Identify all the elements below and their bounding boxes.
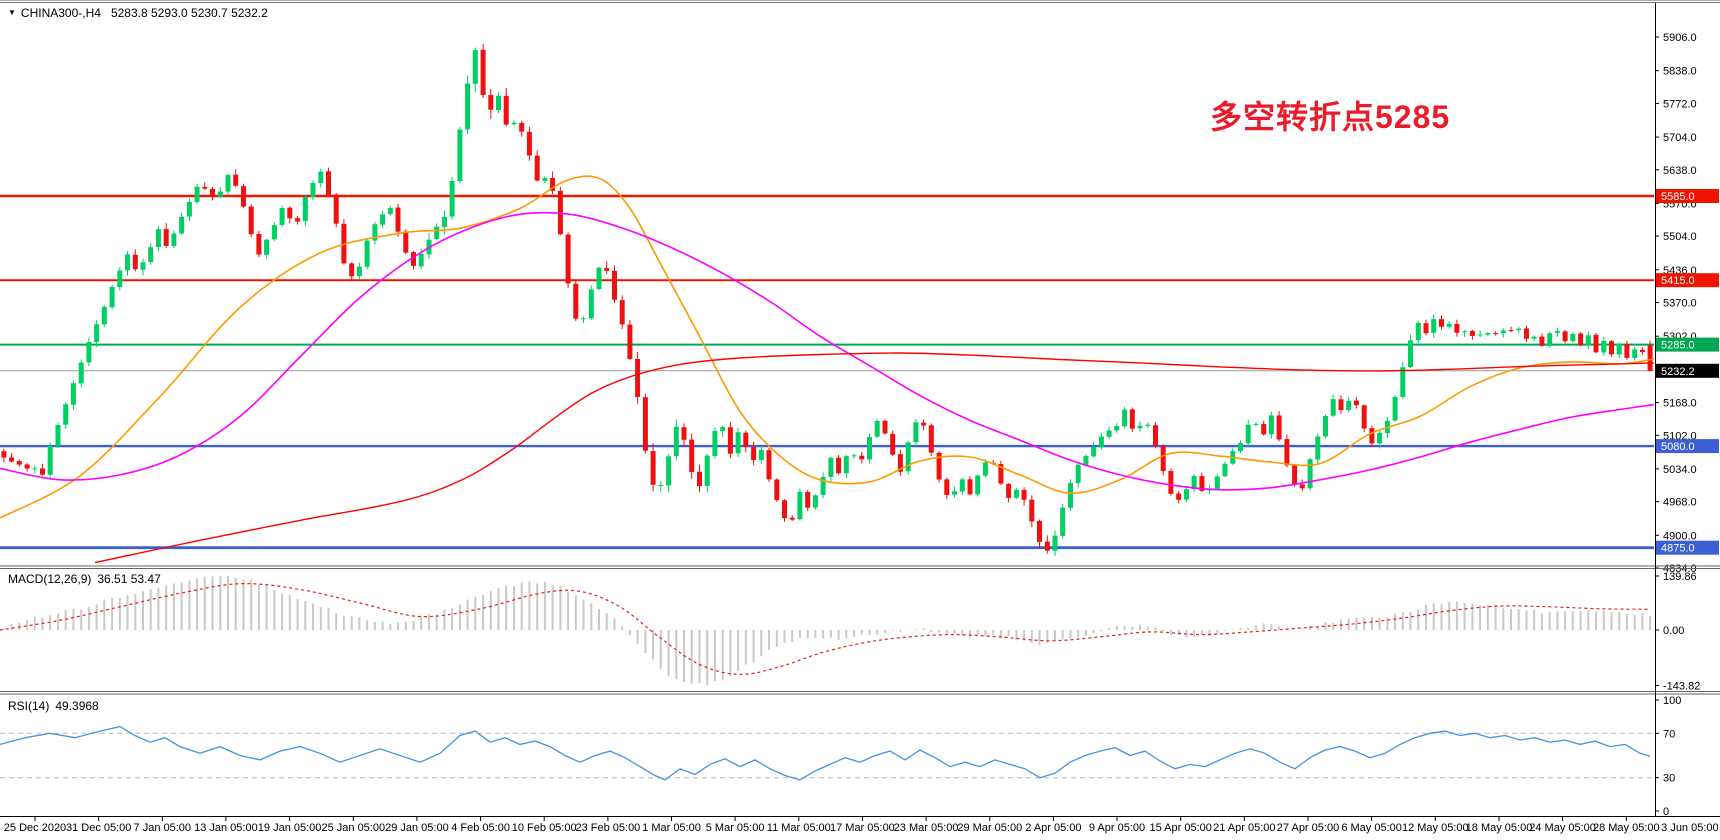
- svg-text:-143.82: -143.82: [1663, 681, 1700, 693]
- svg-text:5370.0: 5370.0: [1663, 298, 1697, 310]
- rsi-line: [0, 725, 1651, 781]
- svg-text:5638.0: 5638.0: [1663, 165, 1697, 177]
- svg-text:27 Apr 05:00: 27 Apr 05:00: [1277, 822, 1339, 834]
- svg-text:10 Feb 05:00: 10 Feb 05:00: [512, 822, 577, 834]
- svg-text:0.00: 0.00: [1663, 625, 1684, 637]
- symbol-header: ▼ CHINA300-,H4 5283.8 5293.0 5230.7 5232.2: [8, 6, 268, 20]
- svg-text:5838.0: 5838.0: [1663, 66, 1697, 78]
- price-tags: 5585.0 5415.0 5285.0 5080.0 4875.0 5232.2: [1656, 189, 1719, 555]
- ma-fast-orange: [0, 175, 1654, 519]
- symbol-name: CHINA300-,H4: [20, 6, 101, 20]
- svg-text:17 Mar 05:00: 17 Mar 05:00: [830, 822, 895, 834]
- svg-text:139.86: 139.86: [1663, 571, 1697, 583]
- svg-text:11 Mar 05:00: 11 Mar 05:00: [767, 822, 831, 834]
- svg-text:24 May 05:00: 24 May 05:00: [1529, 822, 1596, 834]
- svg-text:0: 0: [1663, 806, 1669, 818]
- svg-text:5504.0: 5504.0: [1663, 231, 1697, 243]
- svg-text:5906.0: 5906.0: [1663, 32, 1697, 44]
- macd-values: 36.51 53.47: [97, 572, 161, 586]
- rsi-value: 49.3968: [55, 699, 99, 713]
- svg-text:70: 70: [1663, 728, 1675, 740]
- ma-mid-magenta: [0, 211, 1654, 491]
- svg-text:5 Mar 05:00: 5 Mar 05:00: [706, 822, 765, 834]
- svg-text:100: 100: [1663, 695, 1681, 707]
- svg-text:25 Jan 05:00: 25 Jan 05:00: [321, 822, 385, 834]
- panel-borders: [0, 0, 1720, 817]
- main-panel: [0, 43, 1654, 564]
- macd-panel: [0, 575, 1652, 685]
- svg-text:5034.0: 5034.0: [1663, 464, 1697, 476]
- svg-text:5704.0: 5704.0: [1663, 132, 1697, 144]
- svg-text:7 Jan 05:00: 7 Jan 05:00: [134, 822, 192, 834]
- rsi-label: RSI(14): [8, 699, 50, 713]
- rsi-panel: [0, 725, 1654, 781]
- svg-text:12 May 05:00: 12 May 05:00: [1402, 822, 1469, 834]
- macd-header: MACD(12,26,9) 36.51 53.47: [8, 572, 161, 586]
- price-axis: 5906.05838.05772.05704.05638.05570.05504…: [1655, 32, 1697, 575]
- svg-text:29 Mar 05:00: 29 Mar 05:00: [957, 822, 1022, 834]
- rsi-header: RSI(14) 49.3968: [8, 699, 99, 713]
- svg-text:13 Jan 05:00: 13 Jan 05:00: [194, 822, 258, 834]
- svg-text:15 Apr 05:00: 15 Apr 05:00: [1150, 822, 1212, 834]
- svg-text:4968.0: 4968.0: [1663, 497, 1697, 509]
- svg-text:30: 30: [1663, 773, 1675, 785]
- svg-text:9 Apr 05:00: 9 Apr 05:00: [1089, 822, 1145, 834]
- svg-text:25 Dec 2020: 25 Dec 2020: [4, 822, 66, 834]
- svg-text:19 Jan 05:00: 19 Jan 05:00: [258, 822, 322, 834]
- svg-text:5168.0: 5168.0: [1663, 398, 1697, 410]
- candlestick-series: [1, 43, 1653, 557]
- svg-text:5585.0: 5585.0: [1661, 191, 1695, 203]
- svg-text:5232.2: 5232.2: [1661, 366, 1695, 378]
- svg-text:5415.0: 5415.0: [1661, 275, 1695, 287]
- svg-text:4900.0: 4900.0: [1663, 530, 1697, 542]
- ma-slow-red: [94, 352, 1654, 564]
- time-axis: 25 Dec 2020 31 Dec 05:00 7 Jan 05:00 13 Jan…: [4, 817, 1719, 834]
- svg-text:4 Feb 05:00: 4 Feb 05:00: [451, 822, 510, 834]
- ohlc-values: 5283.8 5293.0 5230.7 5232.2: [110, 6, 268, 20]
- macd-signal-line: [0, 583, 1651, 676]
- macd-label: MACD(12,26,9): [8, 572, 92, 586]
- svg-text:5285.0: 5285.0: [1661, 340, 1695, 352]
- svg-text:4875.0: 4875.0: [1661, 543, 1695, 555]
- svg-text:2 Apr 05:00: 2 Apr 05:00: [1025, 822, 1081, 834]
- svg-text:21 Apr 05:00: 21 Apr 05:00: [1213, 822, 1275, 834]
- svg-text:29 Jan 05:00: 29 Jan 05:00: [385, 822, 449, 834]
- svg-text:6 May 05:00: 6 May 05:00: [1341, 822, 1402, 834]
- svg-text:5772.0: 5772.0: [1663, 98, 1697, 110]
- svg-text:23 Mar 05:00: 23 Mar 05:00: [894, 822, 959, 834]
- svg-text:3 Jun 05:00: 3 Jun 05:00: [1661, 822, 1719, 834]
- svg-text:31 Dec 05:00: 31 Dec 05:00: [66, 822, 131, 834]
- svg-text:1 Mar 05:00: 1 Mar 05:00: [642, 822, 701, 834]
- svg-text:5080.0: 5080.0: [1661, 441, 1695, 453]
- dropdown-icon[interactable]: ▼: [8, 8, 16, 17]
- annotation-text: 多空转折点5285: [1210, 99, 1451, 135]
- svg-text:28 May 05:00: 28 May 05:00: [1593, 822, 1660, 834]
- svg-text:18 May 05:00: 18 May 05:00: [1466, 822, 1533, 834]
- svg-text:23 Feb 05:00: 23 Feb 05:00: [575, 822, 640, 834]
